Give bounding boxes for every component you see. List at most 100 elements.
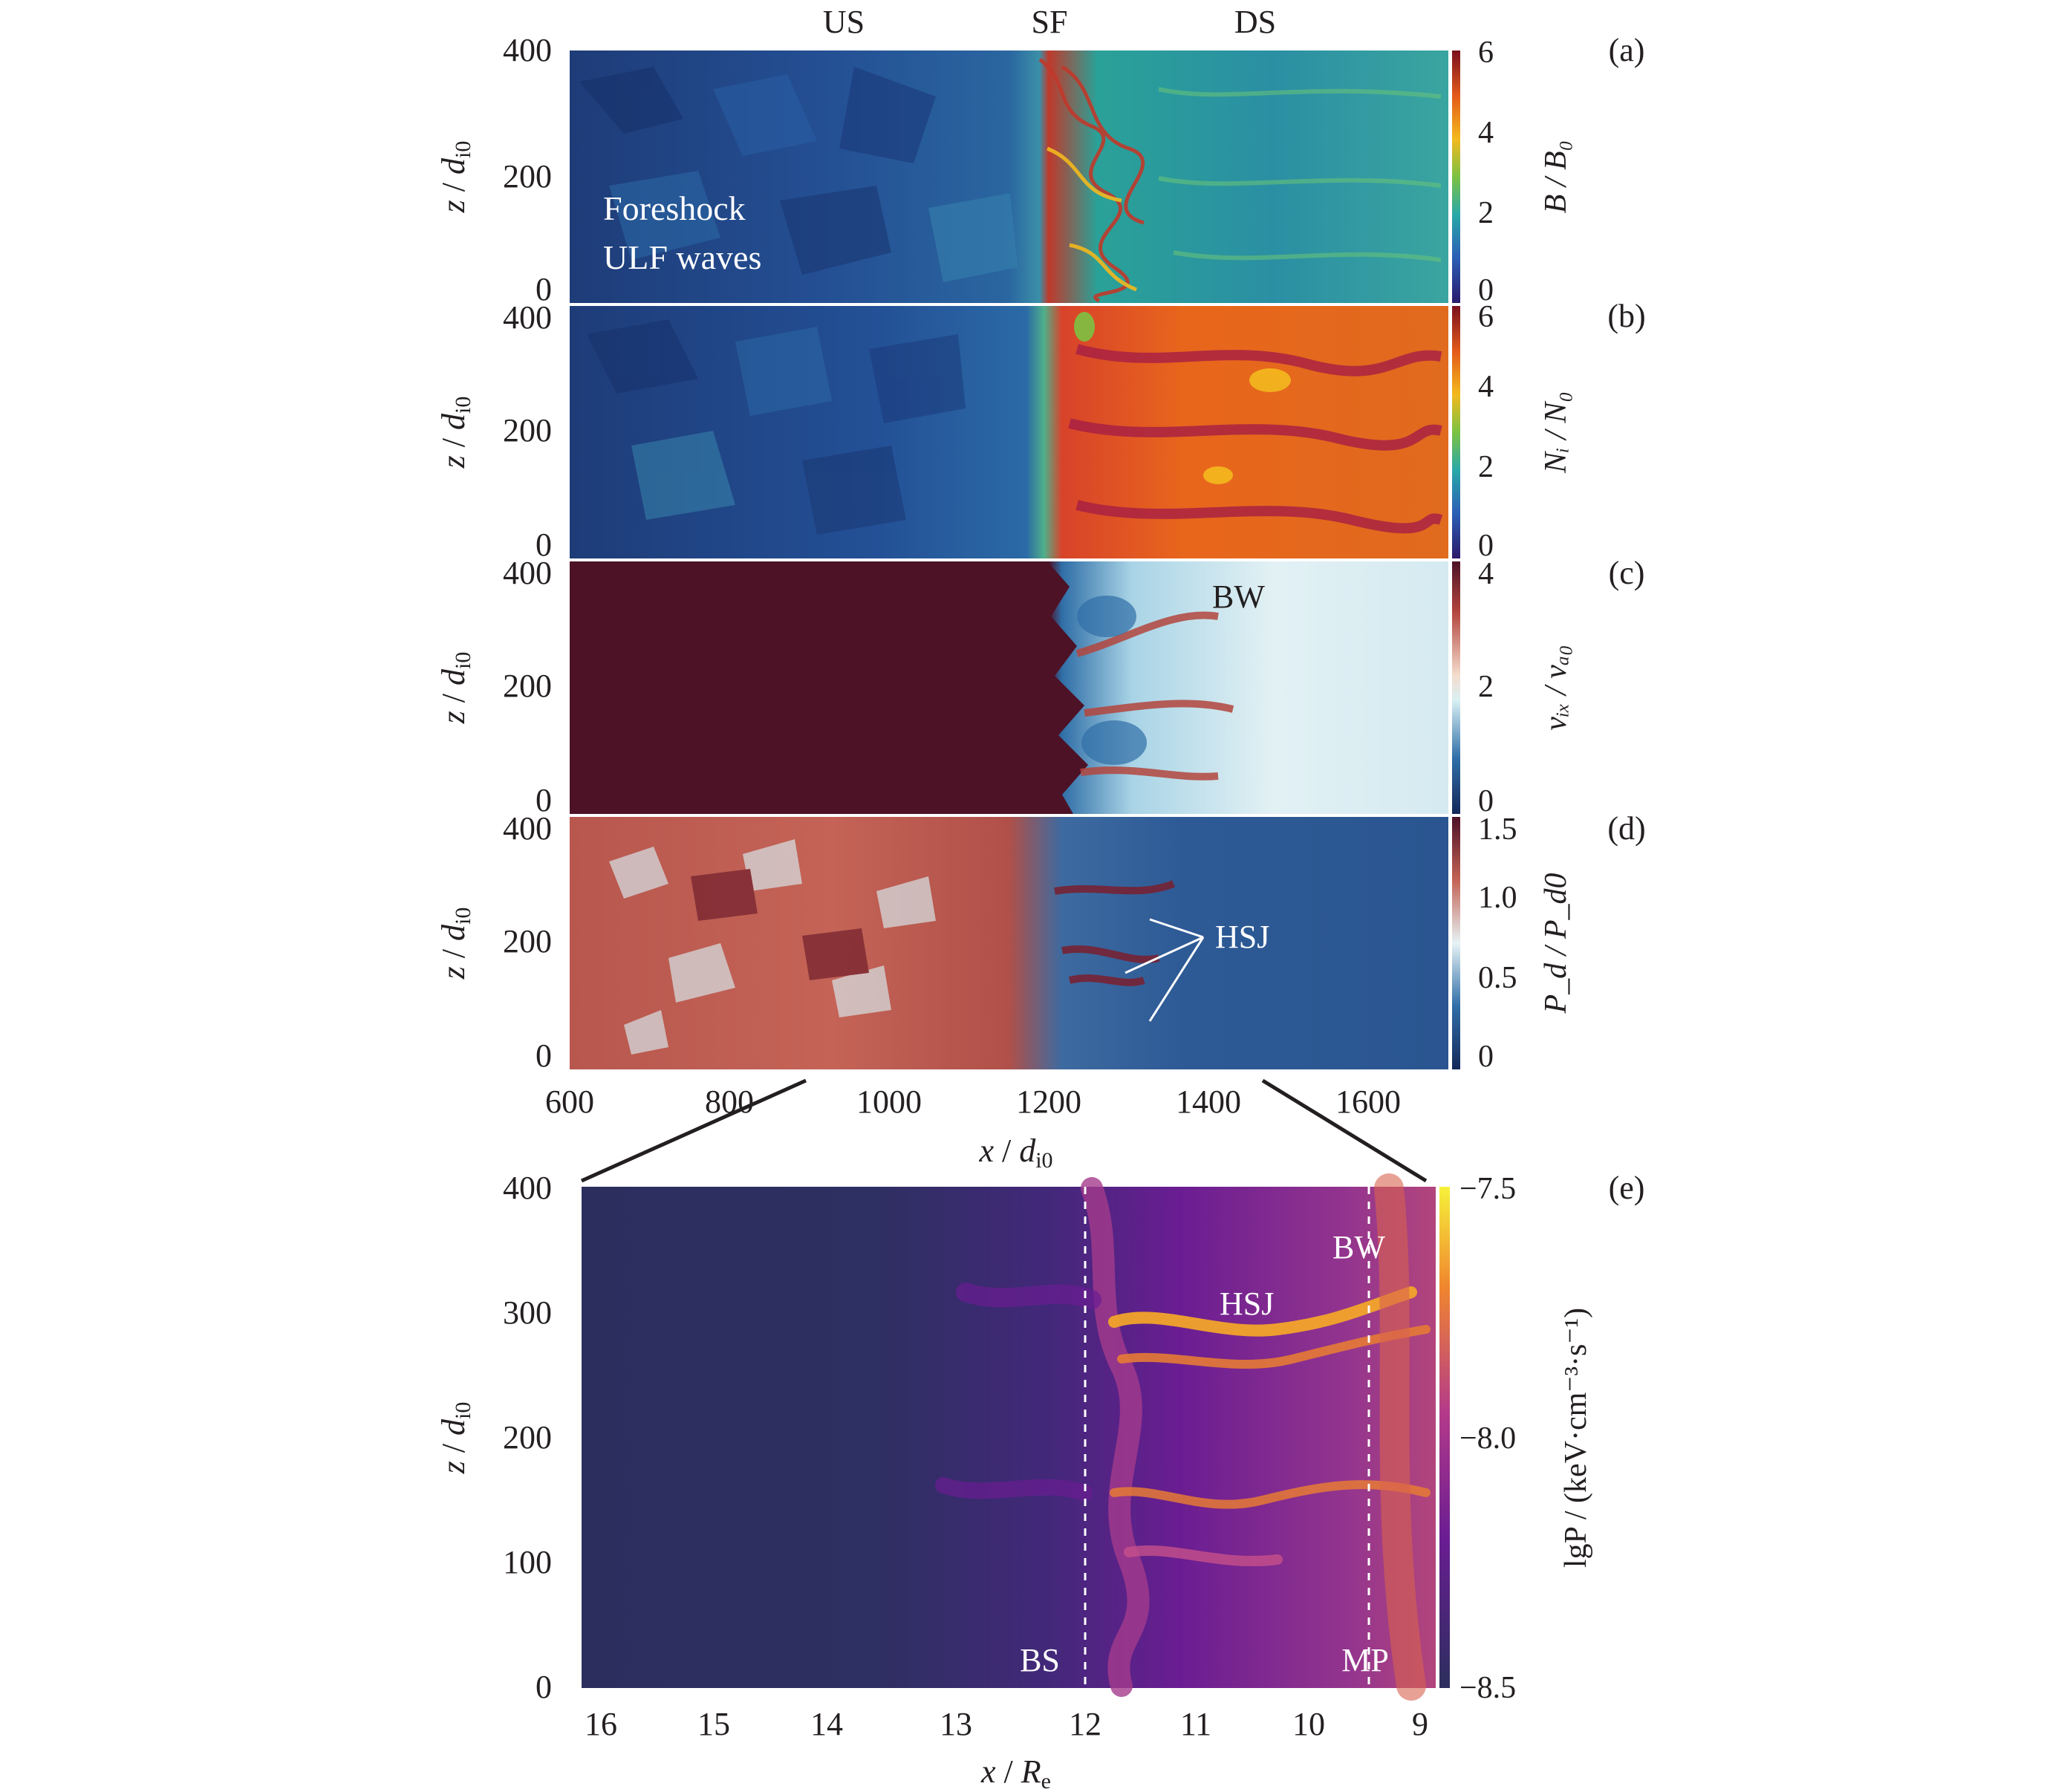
panel-b-cbar-tick-4: 4 [1478, 370, 1494, 404]
panel-a-z-tick-200: 200 [503, 158, 552, 195]
panel-e-x-tick-16: 16 [585, 1706, 617, 1742]
panel-e-z-tick-0: 0 [536, 1669, 552, 1705]
panel-d-cbar-tick-1-0: 1.0 [1478, 881, 1517, 915]
panel-e-annotation-mp: MP [1341, 1642, 1389, 1678]
panel-a-cbar-tick-4: 4 [1478, 116, 1494, 150]
panel-e-x-tick-9: 9 [1412, 1706, 1428, 1742]
panel-e-x-tick-15: 15 [697, 1706, 730, 1742]
panel-e-x-tick-11: 11 [1180, 1706, 1211, 1742]
panel-a-z-tick-400: 400 [503, 32, 552, 68]
panel-c: BW 400 200 0 z / di0 4 2 0 vᵢₓ / vₐ₀ (c) [435, 555, 1644, 818]
panel-a-z-tick-0: 0 [536, 271, 552, 307]
panel-e-z-axis-label: z / di0 [435, 1402, 475, 1475]
panel-a-cbar-tick-6: 6 [1478, 36, 1494, 70]
panel-e-z-tick-200: 200 [503, 1419, 552, 1456]
panel-c-blue-regions [1077, 596, 1147, 765]
panel-d-hsj-pointers [1125, 918, 1205, 1022]
panel-c-cbar-tick-2: 2 [1478, 670, 1494, 704]
panel-e-z-tick-300: 300 [503, 1294, 552, 1331]
panel-b-z-axis-label: z / di0 [435, 397, 475, 469]
panel-e-z-tick-100: 100 [503, 1544, 552, 1580]
panel-e-x-tick-12: 12 [1069, 1706, 1101, 1742]
panel-e-annotation-bw: BW [1332, 1229, 1385, 1265]
panel-e-cbar-tick-minus-8-5: −8.5 [1459, 1671, 1516, 1705]
panel-e-tag: (e) [1609, 1170, 1645, 1206]
panel-d-cbar-tick-0: 0 [1478, 1040, 1494, 1074]
panel-d-cbar-label: P_d / P_d0 [1539, 873, 1573, 1014]
panel-c-z-tick-200: 200 [503, 668, 552, 704]
panel-a-annotation-foreshock: Foreshock [603, 189, 746, 227]
x-tick-1000: 1000 [856, 1084, 922, 1120]
panel-e: BW HSJ BS MP 400 300 200 100 0 z / di0 1… [435, 1170, 1644, 1792]
region-label-us: US [823, 4, 865, 40]
panel-c-shock-front [1047, 561, 1088, 814]
panel-c-cbar-tick-4: 4 [1478, 557, 1494, 591]
panel-d-z-tick-200: 200 [503, 923, 552, 959]
panel-b-z-tick-400: 400 [503, 299, 552, 336]
region-label-sf: SF [1032, 4, 1068, 40]
panel-d-z-tick-0: 0 [536, 1037, 552, 1074]
panel-e-cbar-tick-minus-7-5: −7.5 [1459, 1172, 1516, 1206]
panel-a-cbar-tick-2: 2 [1478, 196, 1494, 230]
panel-e-cbar-label: lgP / (keV·cm⁻³·s⁻¹) [1559, 1308, 1593, 1568]
panel-e-annotation-bs: BS [1020, 1642, 1060, 1678]
panel-c-cbar-label: vᵢₓ / vₐ₀ [1539, 645, 1573, 730]
x-tick-1400: 1400 [1176, 1084, 1241, 1120]
panel-e-cbar-tick-minus-8-0: −8.0 [1459, 1421, 1516, 1456]
panel-c-bw-streaks [1075, 611, 1234, 781]
panel-a-cbar-tick-0: 0 [1478, 273, 1494, 307]
x-axis-top: 600 800 1000 1200 1400 1600 x / di0 [545, 1084, 1401, 1173]
panel-e-annotation-hsj: HSJ [1220, 1286, 1274, 1322]
panel-d-texture [609, 839, 936, 1055]
panel-a-tag: (a) [1609, 32, 1645, 68]
panel-d-cbar-tick-0-5: 0.5 [1478, 961, 1517, 995]
panel-b-z-tick-200: 200 [503, 412, 552, 449]
panel-d-hsj-streaks [1054, 880, 1175, 986]
panel-b-cbar-tick-6: 6 [1478, 300, 1494, 334]
panel-b-cbar-tick-0: 0 [1478, 529, 1494, 563]
panel-b-tag: (b) [1607, 298, 1645, 334]
panel-c-z-tick-0: 0 [536, 782, 552, 818]
panel-e-dashed-lines [1084, 1187, 1370, 1688]
panel-a: Foreshock ULF waves 400 200 0 z / di0 6 … [435, 32, 1644, 307]
panel-c-tag: (c) [1609, 555, 1645, 591]
panel-e-x-tick-10: 10 [1292, 1706, 1325, 1742]
panel-c-cbar-tick-0: 0 [1478, 784, 1494, 818]
panel-c-z-axis-label: z / di0 [435, 652, 475, 725]
panel-a-shock-structures [1038, 58, 1145, 303]
panel-e-structures [935, 1173, 1431, 1701]
panel-d-cbar-tick-1-5: 1.5 [1478, 812, 1517, 847]
region-label-ds: DS [1234, 4, 1276, 40]
panel-b-texture [587, 319, 966, 535]
panel-e-x-tick-14: 14 [810, 1706, 843, 1742]
panel-d-annotation-hsj: HSJ [1215, 919, 1269, 955]
panel-b-z-tick-0: 0 [536, 527, 552, 563]
panel-b-cbar-label: Nᵢ / N₀ [1539, 391, 1573, 474]
x-tick-600: 600 [545, 1084, 594, 1120]
x-axis-top-label: x / di0 [978, 1133, 1052, 1173]
panel-d-z-axis-label: z / di0 [435, 908, 475, 980]
panel-a-downstream-streaks [1158, 87, 1442, 262]
panel-d: HSJ 400 200 0 z / di0 1.5 1.0 0.5 0 P_d … [435, 810, 1646, 1074]
panel-b-cbar-tick-2: 2 [1478, 450, 1494, 484]
panel-a-annotation-ulf-waves: ULF waves [603, 238, 761, 276]
panel-a-z-axis-label: z / di0 [435, 141, 475, 214]
panel-b-bright-spots [1074, 312, 1291, 484]
panel-c-annotation-bw: BW [1212, 579, 1265, 615]
panel-a-colorbar [1452, 50, 1460, 303]
panel-a-texture [579, 67, 1018, 282]
x-tick-1600: 1600 [1335, 1084, 1401, 1120]
panel-d-image [570, 817, 1448, 1069]
panel-a-cbar-label: B / B₀ [1539, 140, 1573, 214]
panel-b-colorbar [1452, 306, 1460, 558]
panel-e-z-tick-400: 400 [503, 1170, 552, 1206]
panel-d-colorbar [1452, 817, 1460, 1069]
panel-c-image [570, 561, 1448, 814]
x-tick-1200: 1200 [1016, 1084, 1081, 1120]
panel-e-colorbar [1439, 1187, 1450, 1688]
panel-d-z-tick-400: 400 [503, 810, 552, 847]
panel-e-x-tick-13: 13 [940, 1706, 972, 1742]
zoom-connectors [580, 1078, 1428, 1183]
panel-c-z-tick-400: 400 [503, 555, 552, 591]
